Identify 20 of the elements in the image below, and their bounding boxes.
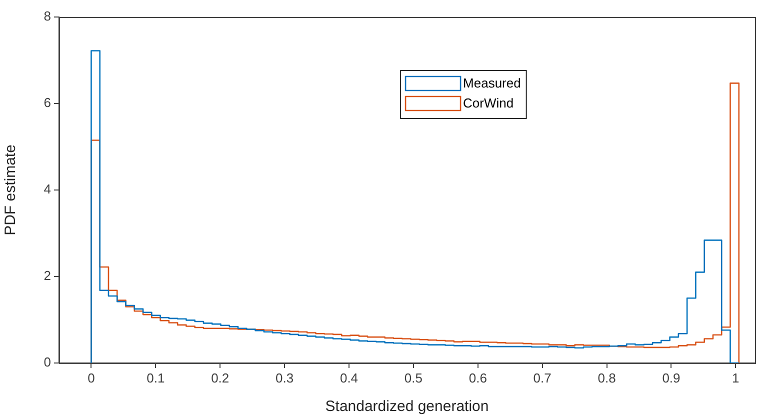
- x-tick-label: 0.3: [276, 370, 294, 386]
- x-tick-label: 0.8: [598, 370, 616, 386]
- y-tick-label: 0: [44, 354, 51, 370]
- x-axis-title: Standardized generation: [325, 398, 489, 416]
- legend-label: CorWind: [463, 96, 514, 111]
- x-tick-label: 0.4: [340, 370, 358, 386]
- y-tick-label: 4: [44, 182, 51, 197]
- x-tick-label: 1: [732, 370, 740, 386]
- x-tick-label: 0.6: [468, 370, 487, 386]
- y-axis-title: PDF estimate: [2, 144, 20, 236]
- x-tick-label: 0: [88, 370, 95, 386]
- x-tick-label: 0.5: [404, 370, 422, 386]
- x-tick-label: 0.1: [146, 370, 165, 386]
- legend-label: Measured: [463, 76, 521, 91]
- y-tick-label: 6: [44, 95, 51, 110]
- x-tick-label: 0.7: [533, 370, 552, 386]
- x-tick-label: 0.2: [211, 370, 230, 386]
- y-tick-label: 8: [44, 8, 51, 24]
- y-tick-label: 2: [44, 268, 51, 284]
- x-tick-label: 0.9: [662, 370, 680, 386]
